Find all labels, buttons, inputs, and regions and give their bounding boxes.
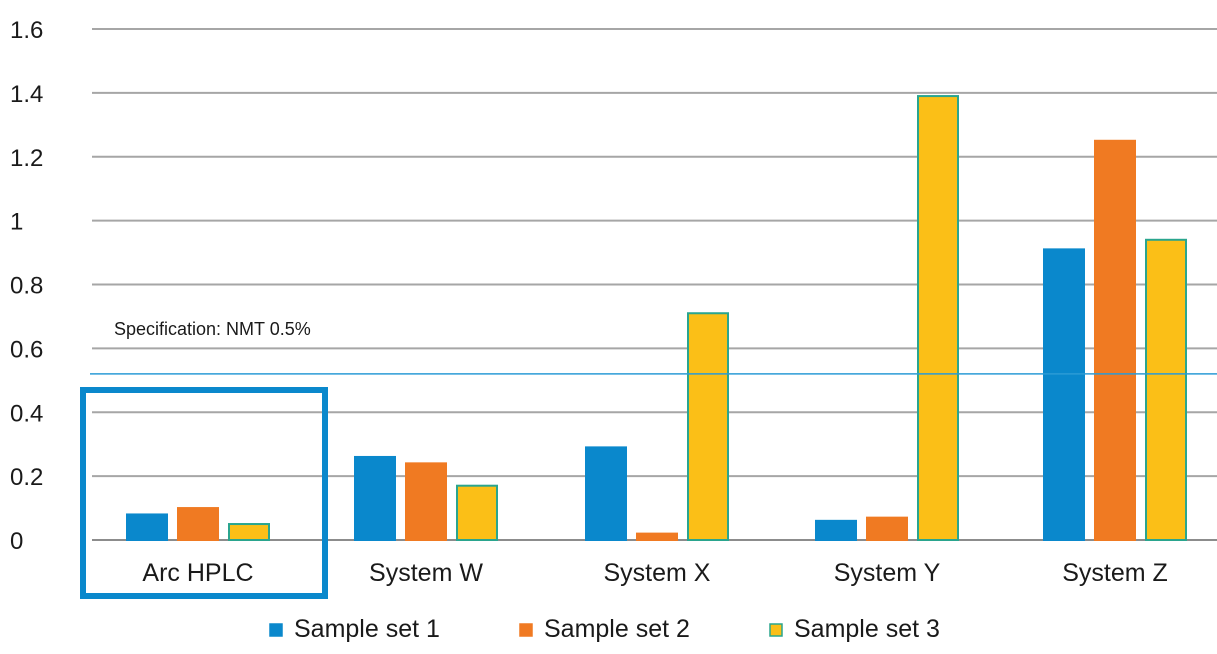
y-tick-label: 0 — [10, 528, 23, 555]
y-tick-label: 0.8 — [10, 273, 43, 300]
y-tick-label: 1.4 — [10, 81, 43, 108]
bar — [917, 95, 959, 541]
y-tick-label: 1 — [10, 209, 23, 236]
y-tick-labels: 0 0.2 0.4 0.6 0.8 1 1.2 1.4 1.6 — [10, 17, 43, 555]
x-category-label: System X — [604, 559, 711, 587]
bar — [1094, 139, 1136, 541]
highlight-box — [80, 387, 328, 599]
bar — [126, 513, 168, 542]
legend-swatch — [769, 623, 783, 637]
x-category-label: Arc HPLC — [142, 559, 253, 587]
bar — [1043, 248, 1085, 541]
bars — [126, 95, 1187, 542]
specification-label: Specification: NMT 0.5% — [114, 319, 311, 339]
y-tick-label: 0.6 — [10, 336, 43, 363]
x-category-label: System Z — [1062, 559, 1168, 587]
legend-label: Sample set 2 — [544, 615, 690, 643]
bar — [456, 484, 498, 541]
reference-line-group: Specification: NMT 0.5% — [90, 319, 1217, 375]
legend-swatch — [519, 623, 533, 637]
gridlines — [92, 28, 1217, 541]
bar — [228, 523, 270, 541]
y-tick-label: 1.6 — [10, 17, 43, 44]
y-tick-label: 1.2 — [10, 145, 43, 172]
bar — [405, 462, 447, 542]
bar — [1145, 238, 1187, 541]
legend-label: Sample set 3 — [794, 615, 940, 643]
legend: Sample set 1 Sample set 2 Sample set 3 — [269, 615, 940, 643]
bar — [585, 446, 627, 542]
legend-swatch — [269, 623, 283, 637]
y-tick-label: 0.4 — [10, 400, 43, 427]
category-labels: Arc HPLC System W System X System Y System Z — [142, 559, 1167, 587]
legend-label: Sample set 1 — [294, 615, 440, 643]
bar — [354, 455, 396, 541]
x-category-label: System Y — [834, 559, 941, 587]
x-category-label: System W — [369, 559, 483, 587]
bar — [815, 519, 857, 542]
y-tick-label: 0.2 — [10, 464, 43, 491]
bar — [636, 532, 678, 541]
bar — [687, 312, 729, 541]
bar — [177, 507, 219, 541]
bar — [866, 516, 908, 541]
